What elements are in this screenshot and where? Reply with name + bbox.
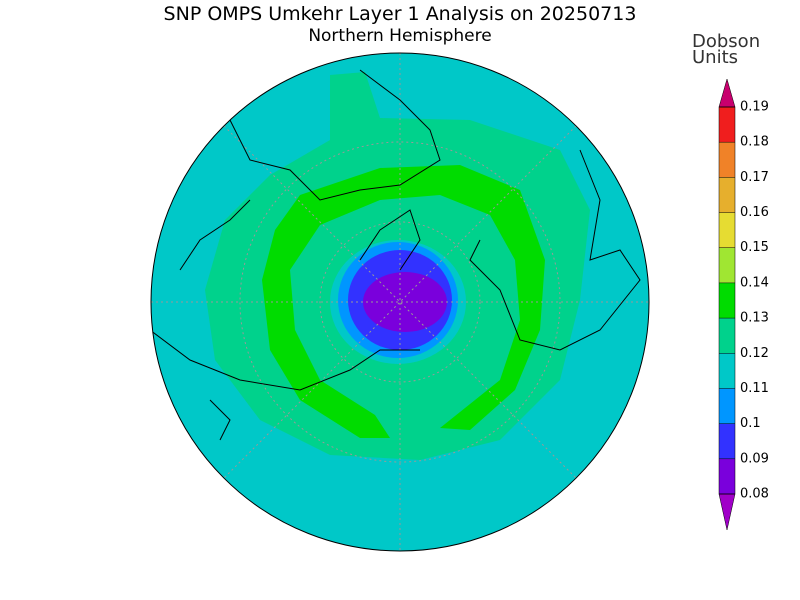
colorbar-band — [719, 318, 735, 354]
colorbar-label: Dobson Units — [692, 31, 761, 68]
colorbar-band — [719, 212, 735, 248]
colorbar-band — [719, 142, 735, 178]
colorbar-band — [719, 177, 735, 213]
colorbar-tick-label: 0.14 — [740, 275, 769, 290]
colorbar-tick-label: 0.12 — [740, 346, 769, 361]
colorbar-tick-label: 0.09 — [740, 451, 769, 466]
title: SNP OMPS Umkehr Layer 1 Analysis on 2025… — [164, 3, 637, 25]
colorbar-tick-label: 0.11 — [740, 381, 769, 396]
colorbar-tick-label: 0.15 — [740, 240, 769, 255]
colorbar-tick-label: 0.1 — [740, 416, 761, 431]
colorbar-band — [719, 423, 735, 459]
ozone-field — [151, 53, 649, 551]
colorbar-band — [719, 247, 735, 283]
colorbar-under-arrow — [718, 493, 736, 531]
colorbar-over-arrow — [718, 78, 736, 108]
colorbar-tick-label: 0.08 — [740, 487, 769, 502]
map-border — [150, 52, 650, 552]
colorbar-tick-label: 0.16 — [740, 205, 769, 220]
colorbar-band — [719, 353, 735, 389]
colorbar-band — [719, 388, 735, 424]
colorbar-tick-label: 0.17 — [740, 170, 769, 185]
subtitle: Northern Hemisphere — [308, 26, 491, 46]
colorbar-tick-label: 0.18 — [740, 135, 769, 150]
colorbar-band — [719, 458, 735, 494]
colorbar-tick-label: 0.19 — [740, 100, 769, 115]
colorbar-band — [719, 282, 735, 319]
colorbar-band — [719, 107, 735, 143]
colorbar-tick-label: 0.13 — [740, 311, 769, 326]
